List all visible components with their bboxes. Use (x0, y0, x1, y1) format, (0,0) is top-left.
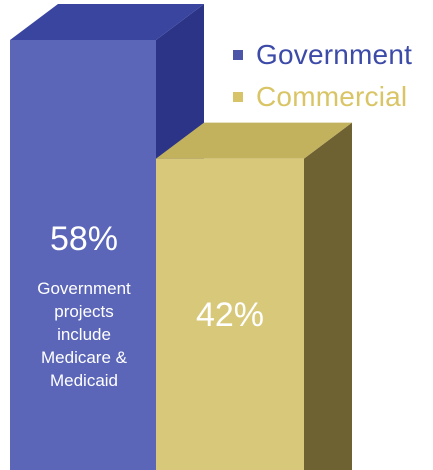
bar-side-commercial (304, 122, 352, 470)
annotation-line: projects (54, 302, 114, 321)
legend-item-commercial: Commercial (233, 76, 412, 118)
bar-top-commercial (156, 122, 352, 159)
data-label-government: 58% (49, 220, 119, 258)
government-annotation: Government projects include Medicare & M… (10, 277, 158, 392)
legend-swatch-commercial (233, 92, 243, 102)
annotation-line: Medicaid (49, 371, 119, 390)
bar-commercial (156, 158, 304, 470)
bar-top-government (10, 4, 204, 40)
annotation-line: Medicare & (41, 348, 127, 367)
legend-label-government: Government (256, 39, 413, 70)
chart-legend: Government Commercial (233, 34, 412, 118)
legend-swatch-government (233, 50, 243, 60)
legend-label-commercial: Commercial (256, 81, 408, 112)
annotation-line: Government (37, 279, 131, 298)
data-label-commercial: 42% (195, 296, 265, 334)
bar-government (10, 40, 156, 470)
legend-item-government: Government (233, 34, 412, 76)
annotation-line: include (57, 325, 111, 344)
